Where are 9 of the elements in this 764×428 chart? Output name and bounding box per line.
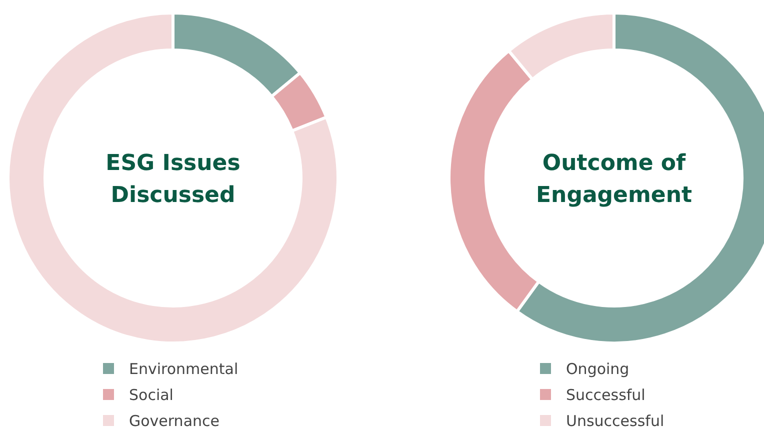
text: ESG Issues Discussed [106, 151, 240, 208]
legend-label: Social [129, 386, 174, 404]
donut-slice [6, 12, 340, 344]
legend-label: Unsuccessful [566, 412, 664, 428]
legend-label: Environmental [129, 360, 238, 378]
legend-label: Successful [566, 386, 646, 404]
text: Outcome of Engagement [536, 151, 692, 208]
legend-label: Governance [129, 412, 220, 428]
legend-label: Ongoing [566, 360, 630, 378]
